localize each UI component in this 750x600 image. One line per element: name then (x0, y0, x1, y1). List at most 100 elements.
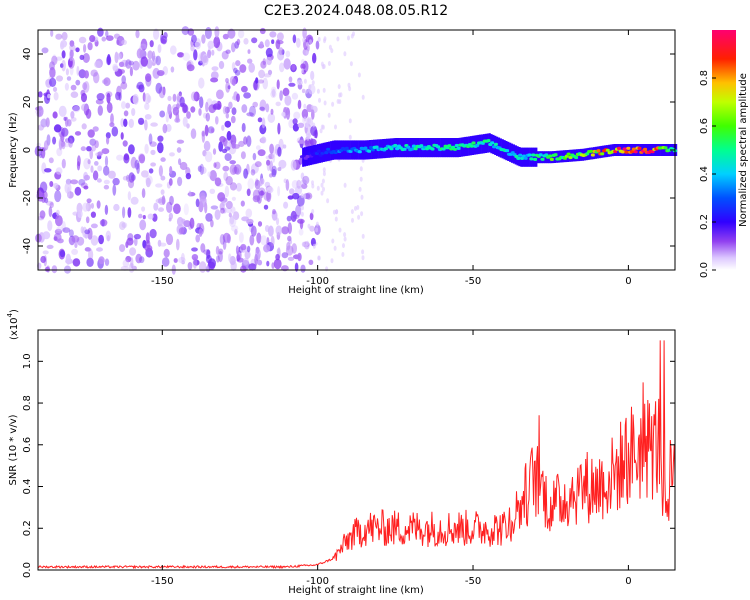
spectrogram-ridge-peak (419, 144, 424, 148)
spectrogram-noise-cell (144, 119, 148, 131)
spectrogram-noise-cell (315, 40, 320, 50)
spectrogram-ridge-peak (430, 147, 435, 151)
spectrogram-noise-cell (229, 215, 235, 225)
spectrogram-noise-cell (195, 234, 200, 243)
spectrogram-ridge-peak (486, 139, 491, 143)
colorbar-gradient (712, 30, 736, 270)
spectrogram-noise-cell (225, 78, 229, 83)
spectrogram-noise-cell (155, 198, 163, 204)
spectrogram-noise-cell (281, 252, 289, 259)
spectrogram-noise-cell (41, 162, 47, 174)
spectrogram-noise-cell (296, 37, 301, 48)
spectrogram-noise-cell (204, 124, 209, 137)
spectrogram-noise-cell (240, 151, 246, 160)
spectrogram-noise-cell (65, 253, 72, 265)
spectrogram-noise-cell (97, 151, 103, 156)
spectrogram-noise-cell (277, 146, 282, 157)
spectrogram-noise-cell (210, 71, 219, 80)
spectrogram-noise-cell (126, 174, 130, 182)
spectrogram-noise-cell (190, 91, 198, 102)
spectrogram-noise-cell (255, 77, 259, 84)
spectrogram-ridge-cell (628, 144, 631, 156)
spectrogram-noise-cell (42, 250, 49, 255)
spectrogram-ridge-peak (624, 150, 629, 154)
spectrogram-noise-cell (168, 212, 173, 220)
spectrogram-noise-cell (199, 96, 204, 109)
spectrogram-noise-cell (60, 40, 68, 48)
spectrogram-noise-cell (106, 136, 110, 145)
spectrogram-noise-cell (70, 91, 79, 98)
spectrogram-ridge-cell (359, 140, 363, 160)
spectrogram-noise-cell (262, 58, 266, 66)
spectrogram-noise-cell (178, 256, 186, 264)
spectrogram-noise-cell (244, 250, 251, 260)
spectrogram-ridge-cell (393, 138, 396, 158)
spectrogram-noise-cell (316, 88, 320, 94)
spectrogram-noise-cell (118, 61, 125, 67)
spectrogram-y-tick-label: 0 (22, 147, 33, 153)
spectrogram-ridge-cell (600, 145, 603, 158)
snr-scale-close: ) (9, 309, 20, 313)
spectrogram-noise-cell (336, 36, 340, 42)
spectrogram-ridge-peak (471, 141, 476, 145)
spectrogram-noise-cell (133, 233, 141, 240)
spectrogram-noise-cell (93, 72, 100, 84)
spectrogram-noise-cell (246, 188, 251, 197)
spectrogram-noise-cell (53, 236, 58, 241)
spectrogram-noise-cell (212, 103, 221, 110)
snr-y-tick-label: 0.4 (22, 479, 33, 495)
spectrogram-noise-cell (111, 126, 119, 137)
spectrogram-noise-cell (97, 165, 103, 172)
spectrogram-noise-cell (311, 180, 314, 186)
spectrogram-noise-cell (144, 244, 153, 252)
spectrogram-noise-cell (49, 181, 54, 187)
spectrogram-noise-cell (61, 127, 69, 137)
colorbar: 0.0 0.2 0.4 0.6 0.8 Normalized spectral ampl… (699, 30, 749, 278)
spectrogram-noise-cell (87, 159, 91, 165)
spectrogram-noise-cell (199, 195, 207, 208)
spectrogram-noise-cell (311, 209, 315, 214)
spectrogram-noise-cell (241, 122, 246, 133)
spectrogram-noise-cell (140, 56, 148, 67)
spectrogram-ridge-peak (568, 155, 573, 160)
spectrogram-noise-cell (307, 133, 311, 139)
spectrogram-noise-cell (52, 136, 57, 145)
spectrogram-ridge-cell (658, 144, 661, 156)
spectrogram-noise-cell (44, 168, 52, 173)
spectrogram-noise-cell (218, 60, 225, 70)
spectrogram-noise-cell (293, 111, 301, 120)
spectrogram-noise-cell (257, 117, 263, 123)
spectrogram-noise-cell (300, 172, 305, 180)
spectrogram-noise-cell (90, 165, 94, 173)
spectrogram-noise-cell (209, 188, 216, 194)
spectrogram-noise-cell (63, 116, 67, 121)
spectrogram-noise-cell (281, 226, 289, 235)
spectrogram-noise-cell (55, 33, 63, 40)
spectrogram-noise-cell (270, 108, 274, 115)
snr-y-tick-label: 0.6 (22, 437, 33, 453)
spectrogram-noise-cell (96, 247, 103, 252)
spectrogram-ridge-peak (633, 150, 638, 154)
spectrogram-noise-cell (249, 234, 255, 246)
spectrogram-noise-cell (54, 190, 62, 203)
spectrogram-noise-cell (153, 202, 159, 211)
spectrogram-noise-cell (127, 144, 135, 155)
spectrogram-noise-cell (70, 111, 75, 119)
spectrogram-noise-cell (149, 141, 157, 147)
spectrogram-noise-cell (106, 55, 112, 66)
spectrogram-noise-cell (322, 171, 326, 177)
spectrogram-ridge-cell (527, 147, 530, 167)
spectrogram-noise-cell (168, 178, 173, 186)
spectrogram-ridge-peak (383, 147, 389, 151)
spectrogram-noise-cell (205, 265, 210, 272)
spectrogram-noise-cell (142, 92, 146, 102)
spectrogram-noise-cell (350, 209, 354, 215)
spectrogram-noise-cell (275, 225, 283, 236)
spectrogram-noise-cell (103, 165, 110, 176)
spectrogram-x-tick-label: -150 (151, 276, 174, 287)
spectrogram-noise-cell (214, 209, 221, 221)
spectrogram-noise-cell (205, 112, 210, 122)
spectrogram-ridge-cell (412, 138, 415, 158)
spectrogram-noise-cell (348, 118, 352, 124)
spectrogram-noise-cell (262, 77, 269, 90)
